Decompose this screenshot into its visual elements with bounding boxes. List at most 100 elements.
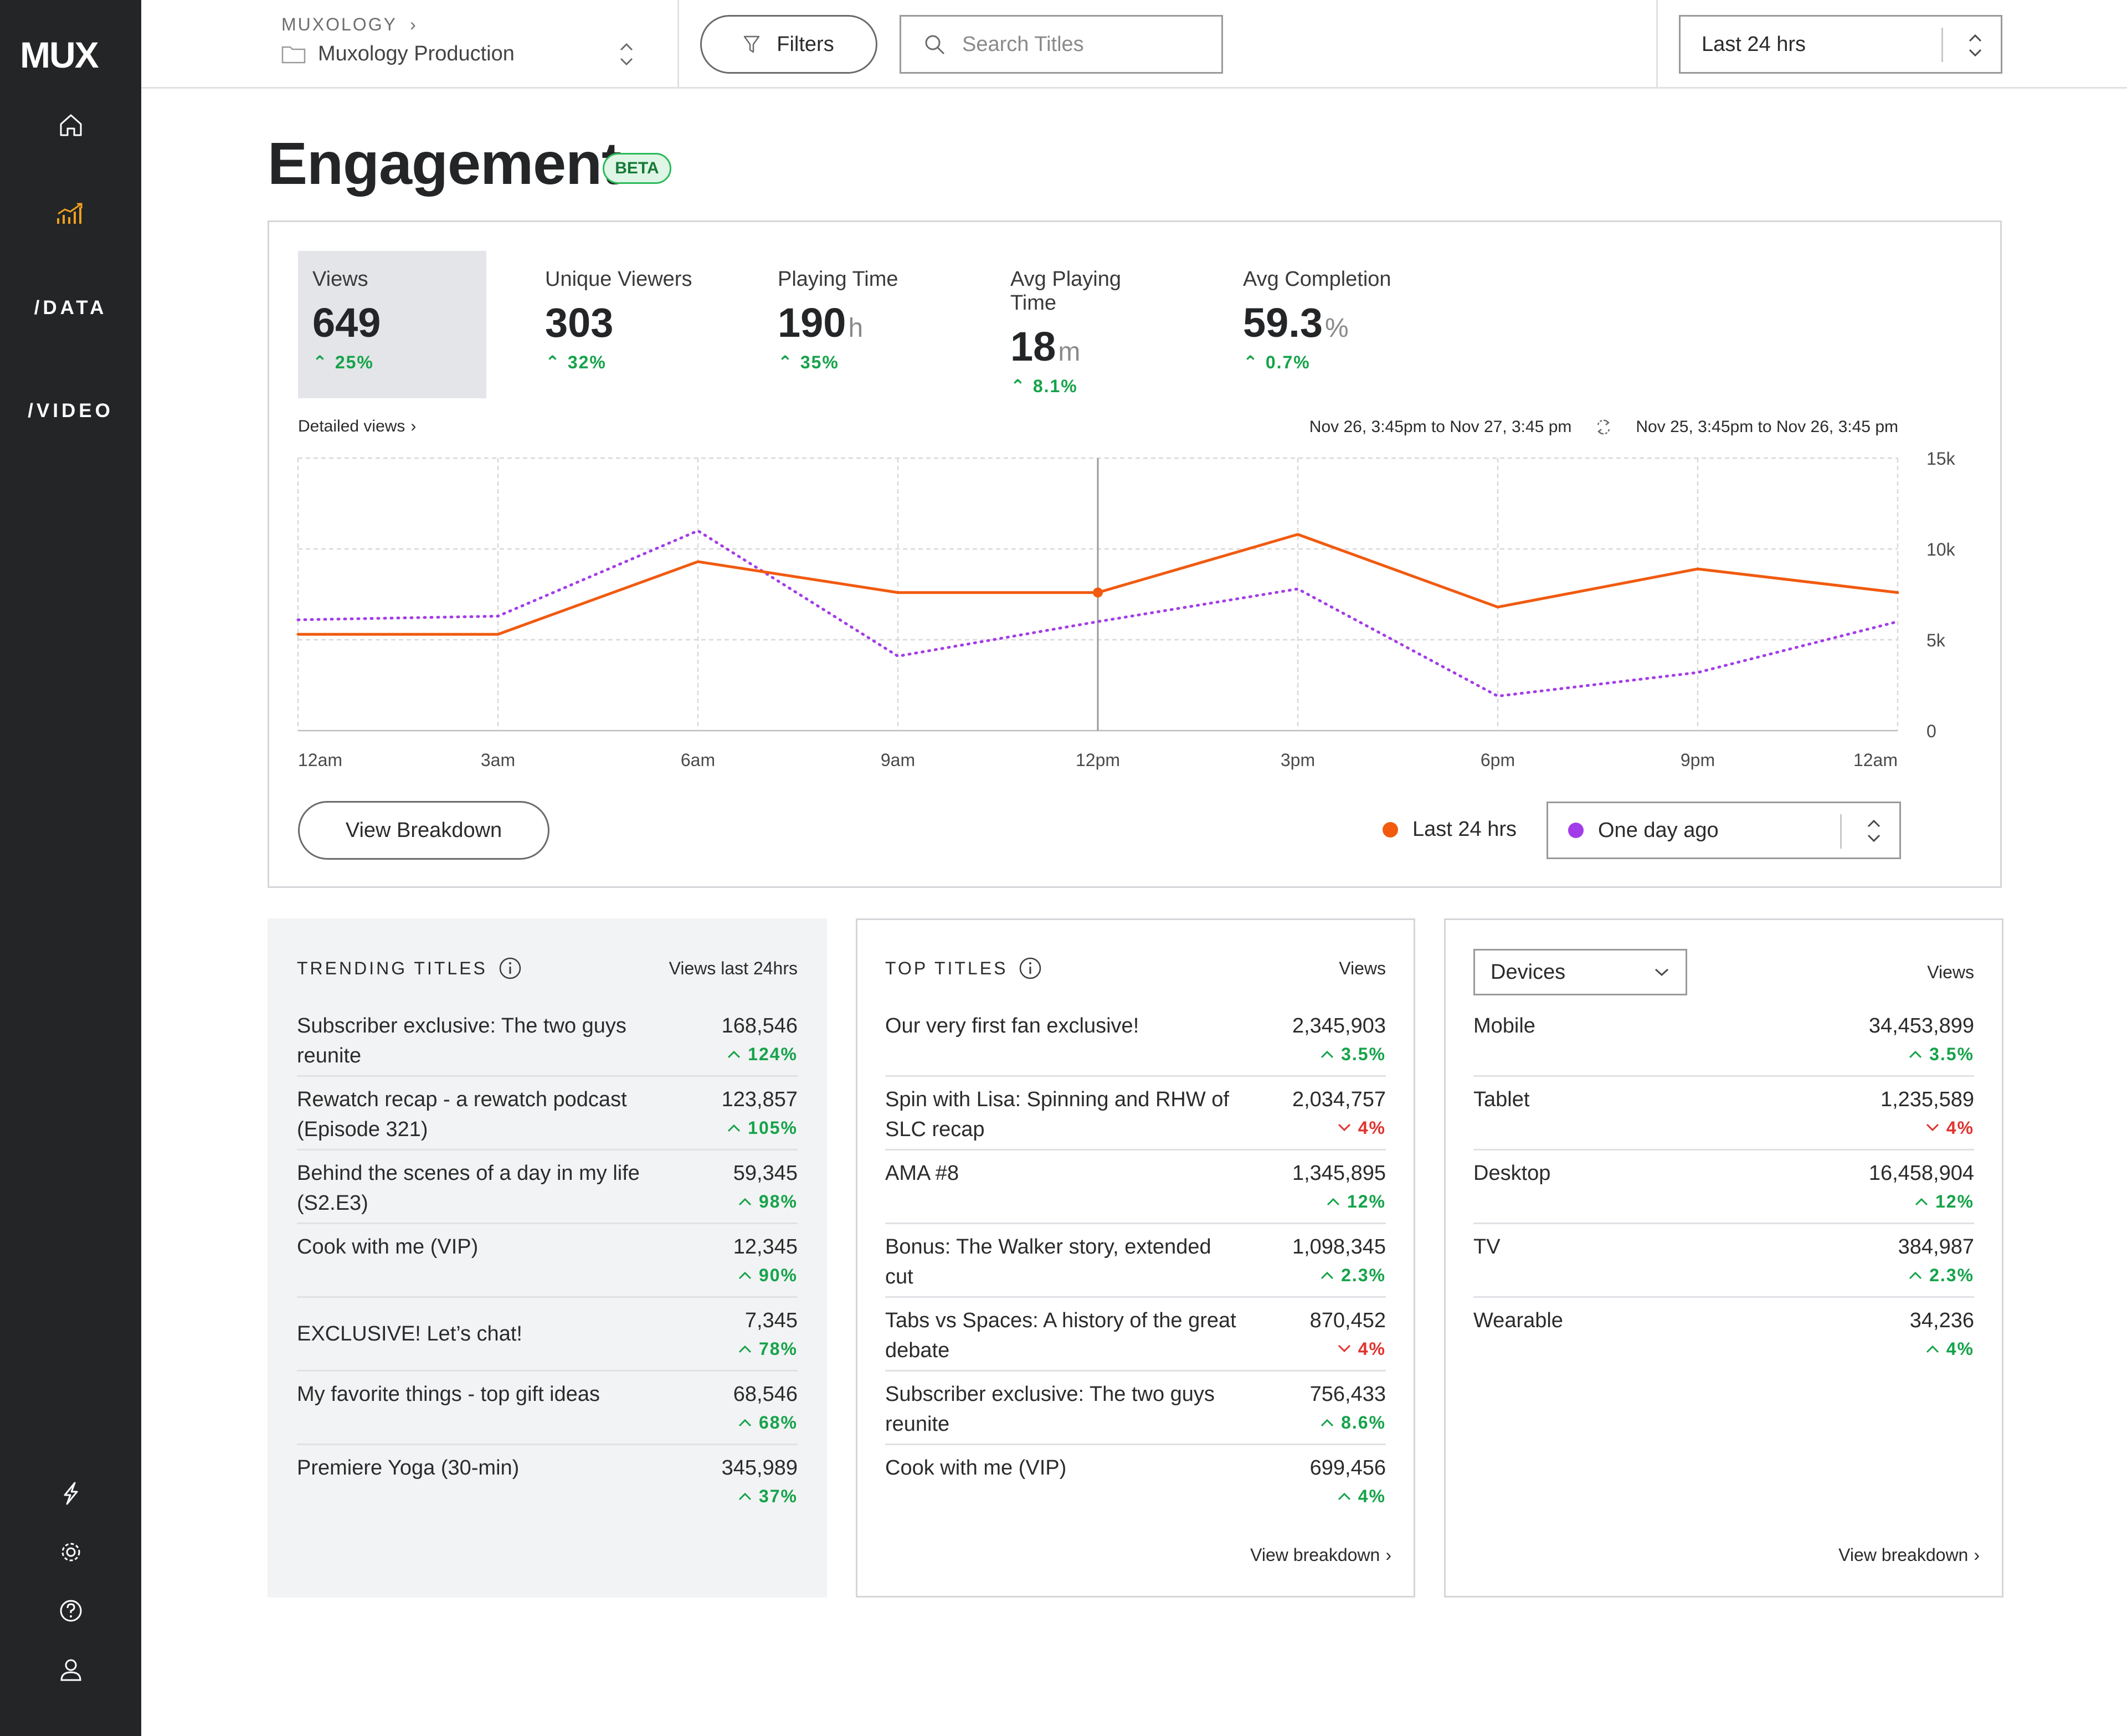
arrow-up-icon — [738, 1419, 752, 1427]
list-item[interactable]: Tabs vs Spaces: A history of the great d… — [885, 1298, 1386, 1372]
mux-logo[interactable]: MUX — [20, 37, 122, 72]
item-views: 168,546 — [721, 1014, 798, 1038]
x-tick-label: 6am — [681, 750, 715, 770]
item-views: 1,098,345 — [1292, 1235, 1386, 1259]
list-item[interactable]: Spin with Lisa: Spinning and RHW of SLC … — [885, 1077, 1386, 1151]
arrow-up-icon — [728, 1124, 741, 1132]
item-name: Subscriber exclusive: The two guys reuni… — [297, 1014, 626, 1067]
folder-icon — [281, 46, 306, 63]
logo-text: MUX — [20, 37, 99, 72]
item-stats: 1,098,345 2.3% — [1292, 1232, 1386, 1296]
compare-swap-icon[interactable] — [1594, 417, 1614, 437]
item-name: Subscriber exclusive: The two guys reuni… — [885, 1383, 1215, 1436]
list-item[interactable]: Our very first fan exclusive! 2,345,903 3.… — [885, 1003, 1386, 1077]
breadcrumb[interactable]: MUXOLOGY › — [281, 14, 418, 35]
list-item[interactable]: EXCLUSIVE! Let’s chat! 7,345 78% — [297, 1298, 798, 1372]
list-item[interactable]: Desktop 16,458,904 12% — [1473, 1151, 1974, 1224]
arrow-down-icon — [1338, 1344, 1350, 1353]
metric-playing-time[interactable]: Playing Time 190h ⌃ 35% — [763, 251, 952, 398]
view-breakdown-button[interactable]: View Breakdown — [298, 801, 549, 860]
list-item[interactable]: Subscriber exclusive: The two guys reuni… — [297, 1003, 798, 1077]
arrow-up-icon: ⌃ — [1010, 376, 1026, 396]
arrow-up-icon — [738, 1345, 752, 1353]
list-item[interactable]: My favorite things - top gift ideas 68,54… — [297, 1372, 798, 1445]
item-change: 90% — [733, 1262, 798, 1288]
list-item[interactable]: Bonus: The Walker story, extended cut 1,0… — [885, 1224, 1386, 1298]
list-item[interactable]: Wearable 34,236 4% — [1473, 1298, 1974, 1372]
y-tick-label: 10k — [1926, 540, 1956, 559]
item-name: Cook with me (VIP) — [297, 1235, 479, 1259]
info-icon[interactable] — [499, 957, 522, 980]
search-input[interactable]: Search Titles — [900, 15, 1223, 74]
metric-delta: ⌃ 25% — [312, 352, 374, 373]
arrow-up-icon — [738, 1492, 752, 1501]
compare-period-select[interactable]: One day ago — [1547, 802, 1901, 859]
breakdown-dimension-select[interactable]: Devices — [1473, 949, 1687, 995]
list-item[interactable]: Mobile 34,453,899 3.5% — [1473, 1003, 1974, 1077]
filters-button[interactable]: Filters — [700, 15, 877, 74]
item-stats: 1,235,589 4% — [1881, 1085, 1974, 1149]
nav-video[interactable]: /VIDEO — [28, 400, 114, 422]
views-line-chart[interactable]: 0 5k 10k 15k 12am 3am 6am 9am 12pm 3pm 6pm 9pm 12am — [269, 222, 2000, 798]
nav-data[interactable]: /DATA — [34, 297, 107, 319]
arrow-up-icon — [738, 1271, 752, 1280]
arrow-up-icon — [1338, 1492, 1350, 1501]
user-icon[interactable] — [54, 1653, 88, 1686]
environment-selector[interactable]: Muxology Production — [281, 42, 515, 66]
gear-icon[interactable] — [54, 1535, 88, 1569]
metric-views[interactable]: Views 649 ⌃ 25% — [298, 251, 486, 398]
list-item[interactable]: Behind the scenes of a day in my life (S… — [297, 1151, 798, 1224]
select-separator — [1941, 28, 1943, 62]
x-tick-label: 9pm — [1681, 750, 1715, 770]
item-stats: 384,987 2.3% — [1898, 1232, 1974, 1296]
date-ranges: Nov 26, 3:45pm to Nov 27, 3:45 pm Nov 25… — [1309, 417, 1898, 437]
y-tick-label: 0 — [1926, 721, 1936, 741]
item-change: 8.6% — [1310, 1409, 1386, 1436]
x-tick-label: 3am — [481, 750, 515, 770]
item-stats: 12,345 90% — [733, 1232, 798, 1296]
item-name: Mobile — [1473, 1014, 1535, 1038]
item-views: 7,345 — [744, 1309, 798, 1332]
item-stats: 2,345,903 3.5% — [1292, 1011, 1386, 1075]
arrow-up-icon — [1321, 1271, 1334, 1280]
current-range: Nov 26, 3:45pm to Nov 27, 3:45 pm — [1309, 418, 1572, 436]
list-item[interactable]: AMA #8 1,345,895 12% — [885, 1151, 1386, 1224]
item-stats: 345,989 37% — [722, 1453, 798, 1519]
item-name: Premiere Yoga (30-min) — [297, 1456, 520, 1480]
metric-avg-completion[interactable]: Avg Completion 59.3% ⌃ 0.7% — [1229, 251, 1417, 398]
devices-card: Devices Views Mobile 34,453,899 3.5% Tablet… — [1444, 918, 2003, 1598]
metric-avg-playing-time[interactable]: Avg Playing Time 18m ⌃ 8.1% — [996, 251, 1184, 398]
list-item[interactable]: Premiere Yoga (30-min) 345,989 37% — [297, 1445, 798, 1519]
detailed-views-link[interactable]: Detailed views › — [298, 417, 417, 435]
metric-unique-viewers[interactable]: Unique Viewers 303 ⌃ 32% — [531, 251, 719, 398]
engagement-chart-icon[interactable] — [54, 197, 88, 230]
list-item[interactable]: Cook with me (VIP) 699,456 4% — [885, 1445, 1386, 1519]
view-breakdown-link[interactable]: View breakdown › — [1838, 1545, 1980, 1565]
item-stats: 123,857 105% — [722, 1085, 798, 1149]
list-item[interactable]: Subscriber exclusive: The two guys reuni… — [885, 1372, 1386, 1445]
list-item[interactable]: Tablet 1,235,589 4% — [1473, 1077, 1974, 1151]
chevron-down-icon — [1655, 968, 1669, 977]
help-icon[interactable] — [54, 1594, 88, 1627]
lightning-icon[interactable] — [54, 1477, 88, 1510]
list-item[interactable]: TV 384,987 2.3% — [1473, 1224, 1974, 1298]
item-change: 12% — [1292, 1188, 1386, 1215]
info-icon[interactable] — [1019, 957, 1042, 980]
arrow-down-icon — [1926, 1123, 1939, 1132]
item-views: 34,236 — [1909, 1309, 1974, 1332]
item-name: Tablet — [1473, 1088, 1530, 1111]
org-name[interactable]: MUXOLOGY — [281, 14, 397, 34]
item-views: 16,458,904 — [1868, 1162, 1974, 1185]
arrow-up-icon — [1915, 1198, 1928, 1206]
view-breakdown-link[interactable]: View breakdown › — [1250, 1545, 1391, 1565]
list-item[interactable]: Cook with me (VIP) 12,345 90% — [297, 1224, 798, 1298]
arrow-up-icon: ⌃ — [1243, 352, 1259, 372]
x-tick-label: 12am — [298, 750, 342, 770]
updown-chevron-icon[interactable] — [618, 38, 635, 71]
x-tick-label: 12am — [1853, 750, 1898, 770]
list-item[interactable]: Rewatch recap - a rewatch podcast (Episo… — [297, 1077, 798, 1151]
home-icon[interactable] — [54, 109, 88, 142]
time-range-select[interactable]: Last 24 hrs — [1679, 15, 2002, 74]
trending-list: Subscriber exclusive: The two guys reuni… — [297, 1003, 798, 1519]
trending-titles-card: TRENDING TITLES Views last 24hrs Subscri… — [268, 918, 827, 1598]
